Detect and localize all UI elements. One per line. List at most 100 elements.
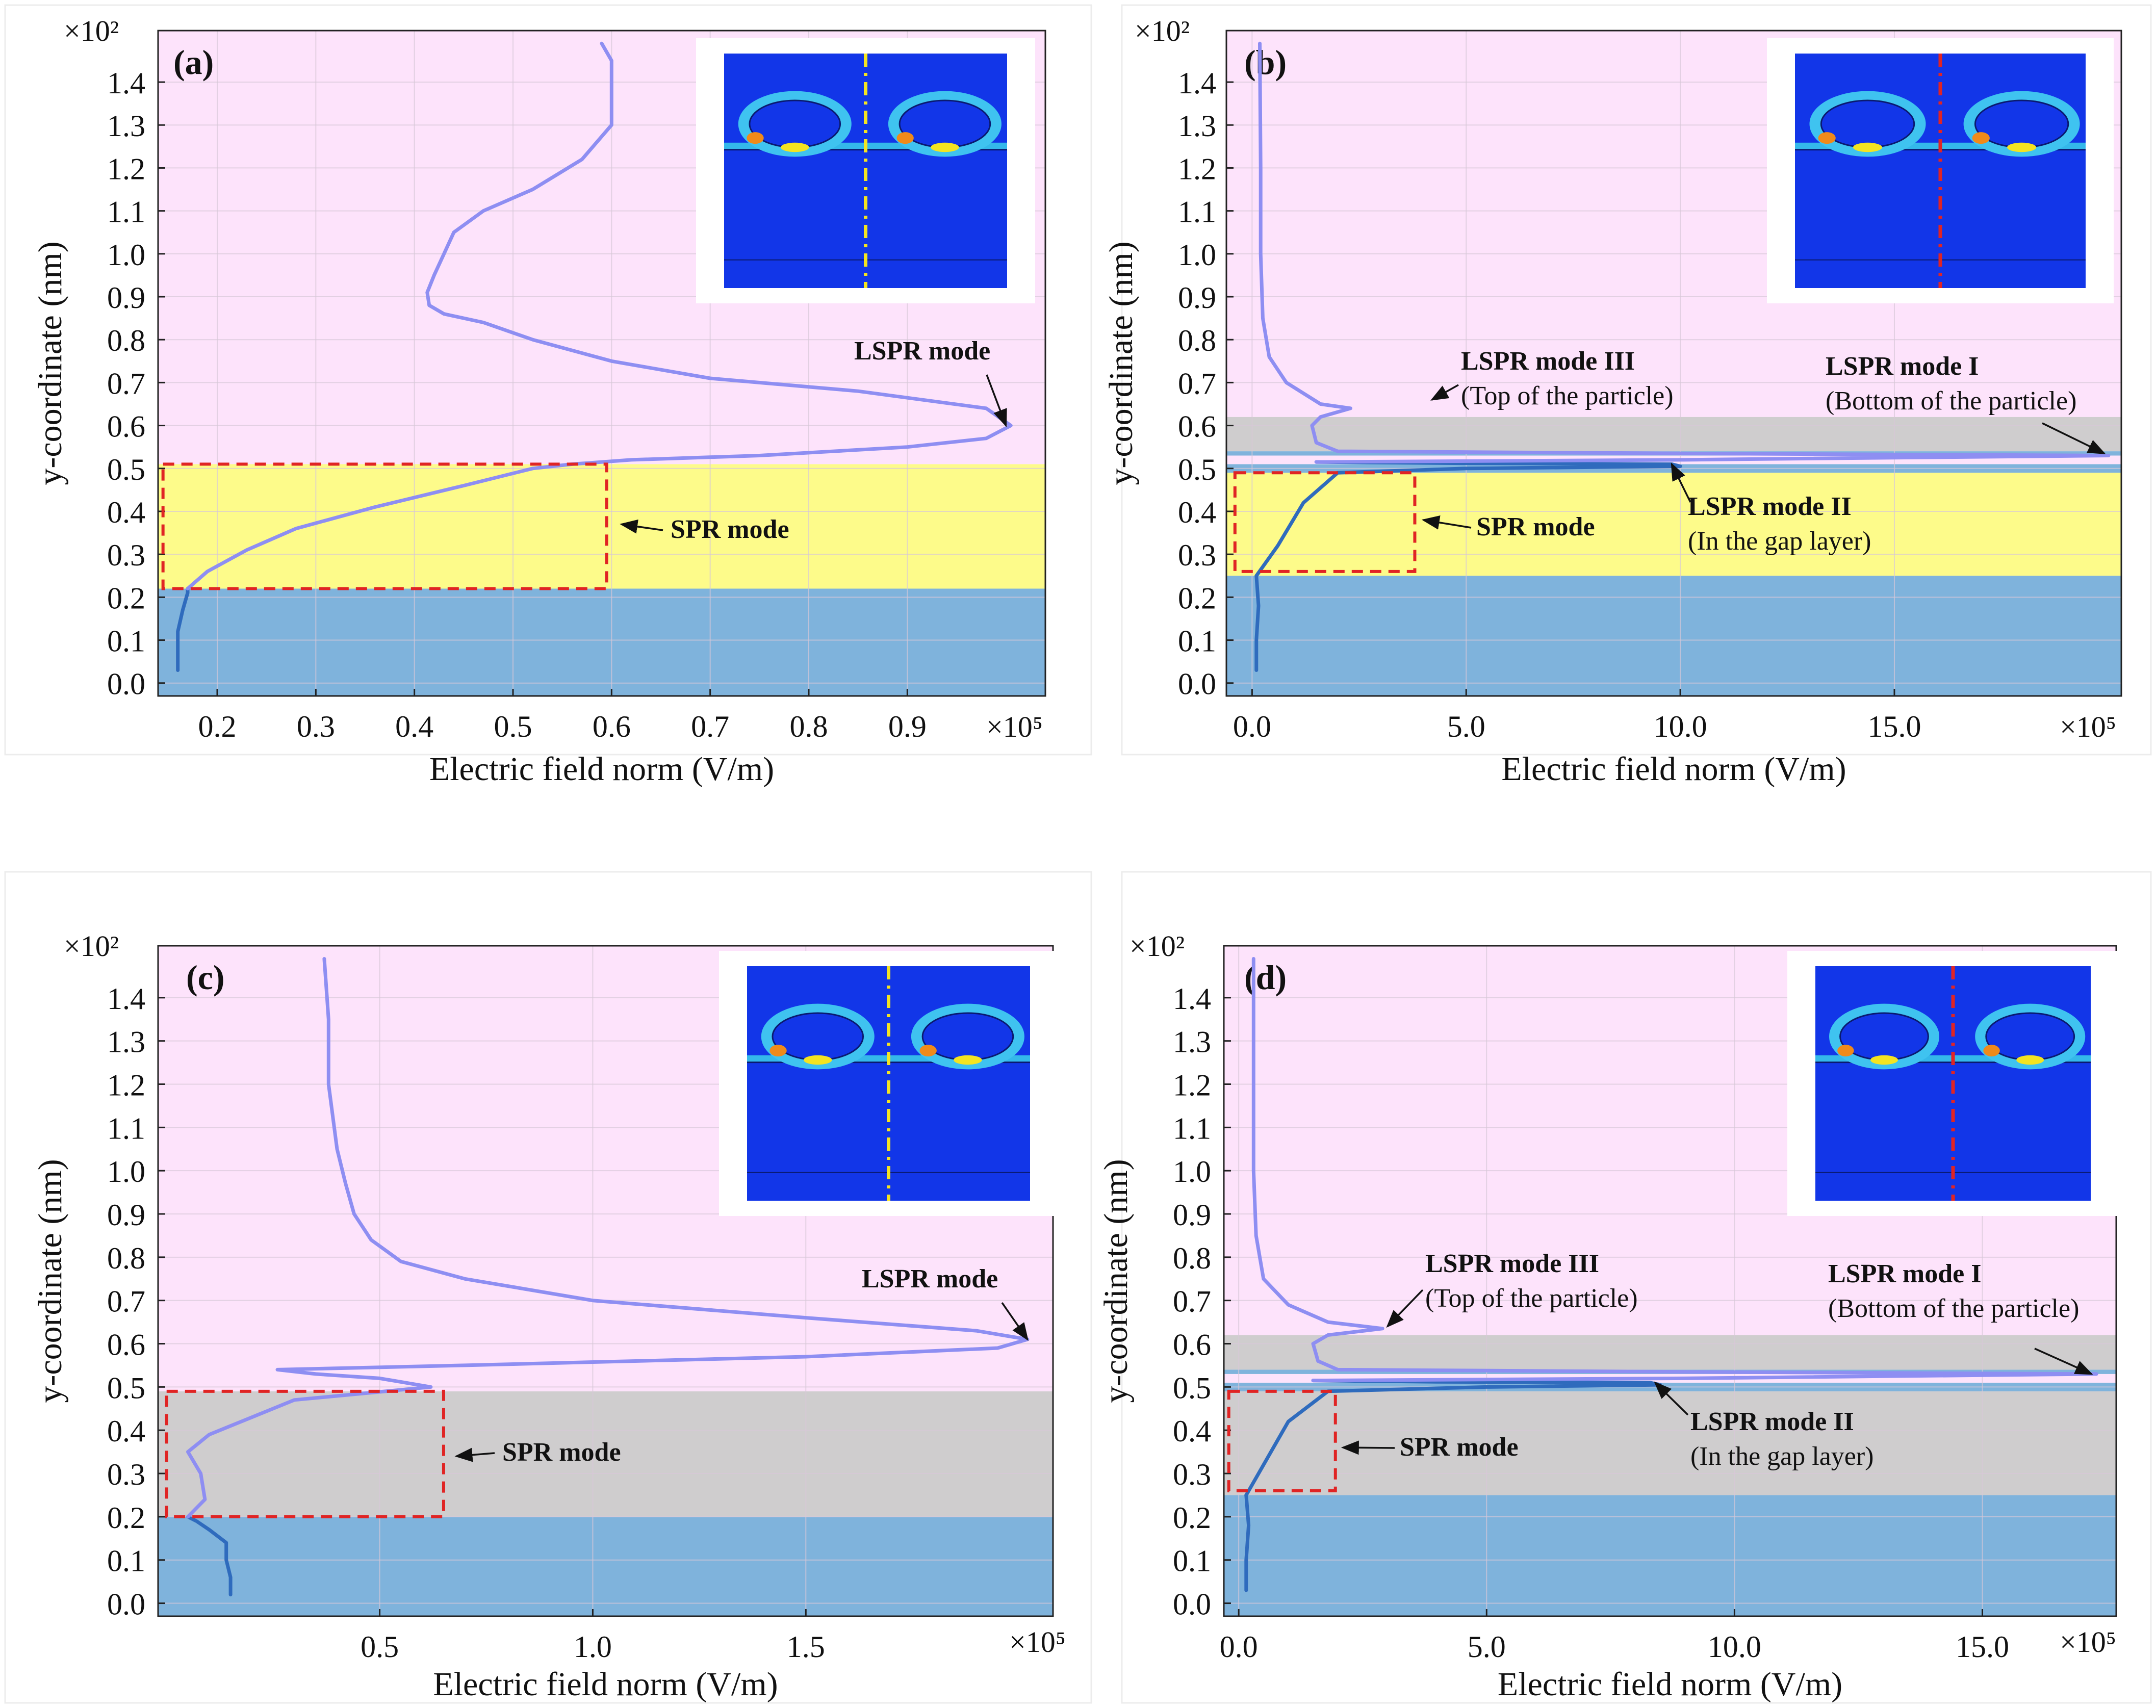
plot-frame bbox=[1223, 945, 2117, 1617]
series-line-field bbox=[1251, 957, 2098, 1383]
x-axis-title: Electric field norm (V/m) bbox=[429, 751, 774, 788]
inset-hotspot bbox=[2016, 1055, 2044, 1065]
inset-particle bbox=[1985, 1012, 2075, 1061]
x-tick-label: 0.3 bbox=[297, 710, 335, 743]
x-tick-label: 1.0 bbox=[574, 1630, 612, 1664]
y-tick-label: 0.2 bbox=[1173, 1501, 1211, 1535]
y-tick-label: 0.5 bbox=[107, 453, 145, 486]
y-tick-label: 0.5 bbox=[1173, 1371, 1211, 1405]
inset-hotspot bbox=[1983, 1045, 2000, 1057]
y-multiplier: ×10² bbox=[1135, 14, 1190, 47]
y-axis-title: y-coordinate (nm) bbox=[1097, 1159, 1135, 1403]
panel-a: 0.0 0.1 0.2 0.3 0.4 0.5 0.6 0.7 0.8 0.9 1.0 1.1 1.2 1… bbox=[4, 4, 1092, 788]
x-multiplier: ×10⁵ bbox=[986, 710, 1043, 743]
y-tick-label: 0.7 bbox=[107, 367, 145, 400]
y-tick-label: 1.4 bbox=[1178, 66, 1216, 100]
y-tick-label: 0.4 bbox=[1173, 1414, 1211, 1448]
x-tick-label: 0.4 bbox=[395, 710, 433, 743]
inset-hotspot bbox=[2007, 142, 2037, 152]
y-tick-label: 1.1 bbox=[1178, 195, 1216, 229]
y-tick-label: 1.4 bbox=[1173, 982, 1211, 1016]
x-tick-label: 0.7 bbox=[691, 710, 729, 743]
y-tick-label: 0.9 bbox=[1173, 1198, 1211, 1232]
x-tick-label: 0.8 bbox=[790, 710, 828, 743]
layer-gray bbox=[1226, 417, 2121, 452]
x-tick-label: 0.5 bbox=[361, 1630, 399, 1664]
annotation-text: (Bottom of the particle) bbox=[1828, 1294, 2079, 1323]
inset-hotspot bbox=[804, 1055, 832, 1065]
y-tick-label: 1.1 bbox=[107, 195, 145, 229]
layer-blue bbox=[1224, 1495, 2116, 1616]
x-multiplier: ×10⁵ bbox=[1009, 1625, 1066, 1659]
y-tick-label: 0.2 bbox=[107, 581, 145, 615]
y-tick-label: 0.5 bbox=[107, 1371, 145, 1405]
series-line-field bbox=[1258, 41, 2111, 464]
spr-mode-box bbox=[161, 462, 608, 590]
panel-c: 0.0 0.1 0.2 0.3 0.4 0.5 0.6 0.7 0.8 0.9 1.0 1.1 1.2 1… bbox=[4, 871, 1092, 1704]
y-tick-label: 0.4 bbox=[1178, 496, 1216, 529]
x-tick-label: 15.0 bbox=[1867, 710, 1921, 743]
annotation-text: LSPR mode bbox=[862, 1264, 998, 1293]
y-tick-label: 0.6 bbox=[107, 1328, 145, 1362]
y-tick-label: 0.4 bbox=[107, 496, 145, 529]
y-tick-label: 1.3 bbox=[107, 109, 145, 143]
x-tick-label: 0.2 bbox=[198, 710, 237, 743]
inset-hotspot bbox=[931, 142, 959, 152]
inset-hotspot bbox=[1818, 132, 1836, 144]
inset-particle bbox=[1820, 99, 1915, 148]
annotation-arrow bbox=[1001, 1302, 1029, 1341]
plot-frame bbox=[157, 945, 1054, 1617]
series-line-substrate bbox=[1254, 574, 1261, 672]
y-tick-label: 0.0 bbox=[1173, 1588, 1211, 1621]
y-tick-label: 1.0 bbox=[1178, 238, 1216, 272]
y-tick-label: 0.6 bbox=[1173, 1328, 1211, 1362]
annotation-text: LSPR mode I bbox=[1826, 352, 1979, 381]
panel-label: (c) bbox=[186, 958, 224, 997]
annotation-text: LSPR mode bbox=[854, 337, 990, 366]
annotation-arrow bbox=[1386, 1289, 1424, 1328]
field-inset bbox=[719, 951, 1058, 1216]
y-tick-label: 0.6 bbox=[107, 410, 145, 444]
y-tick-label: 0.2 bbox=[107, 1501, 145, 1535]
x-tick-label: 0.0 bbox=[1220, 1630, 1258, 1664]
field-inset bbox=[1767, 38, 2114, 303]
inset-particle bbox=[772, 1012, 864, 1061]
y-tick-label: 0.1 bbox=[107, 625, 145, 658]
inset-hotspot bbox=[1870, 1055, 1898, 1065]
spr-mode-box bbox=[1227, 1389, 1337, 1492]
y-tick-label: 0.3 bbox=[107, 1458, 145, 1491]
field-inset bbox=[1787, 951, 2119, 1216]
annotation-text: (Top of the particle) bbox=[1461, 381, 1674, 410]
series-line-field bbox=[186, 957, 1030, 1519]
y-tick-label: 1.1 bbox=[1173, 1111, 1211, 1145]
y-tick-label: 1.2 bbox=[1178, 152, 1216, 186]
y-axis-title: y-coordinate (nm) bbox=[32, 241, 69, 485]
inset-particle bbox=[921, 1012, 1014, 1061]
inset-hotspot bbox=[1853, 142, 1882, 152]
x-tick-label: 0.0 bbox=[1233, 710, 1271, 743]
panel-b: 0.0 0.1 0.2 0.3 0.4 0.5 0.6 0.7 0.8 0.9 1.0 1.1 1.2 1… bbox=[1102, 4, 2152, 788]
annotation-text: LSPR mode III bbox=[1425, 1249, 1599, 1278]
plot-frame bbox=[157, 30, 1046, 697]
y-tick-label: 1.2 bbox=[1173, 1068, 1211, 1102]
spr-mode-box bbox=[165, 1389, 445, 1518]
y-tick-label: 0.1 bbox=[107, 1544, 145, 1578]
x-tick-label: 15.0 bbox=[1956, 1630, 2009, 1664]
annotation-text: LSPR mode II bbox=[1688, 492, 1852, 521]
panel-d: 0.0 0.1 0.2 0.3 0.4 0.5 0.6 0.7 0.8 0.9 1.0 1.1 1.2 1… bbox=[1097, 871, 2152, 1704]
y-tick-label: 0.9 bbox=[107, 281, 145, 315]
y-tick-label: 1.2 bbox=[107, 1068, 145, 1102]
spr-mode-box bbox=[1233, 471, 1417, 573]
panel-label: (a) bbox=[173, 43, 214, 82]
annotation-arrow bbox=[1430, 384, 1459, 401]
annotation-text: SPR mode bbox=[502, 1438, 621, 1467]
y-tick-label: 0.7 bbox=[1178, 367, 1216, 400]
inset-hotspot bbox=[769, 1045, 787, 1057]
annotation-text: LSPR mode III bbox=[1461, 347, 1635, 376]
annotation-arrow bbox=[620, 519, 663, 534]
inset-hotspot bbox=[781, 142, 809, 152]
annotation-text: (Bottom of the particle) bbox=[1826, 386, 2076, 416]
x-axis-title: Electric field norm (V/m) bbox=[1501, 751, 1846, 788]
x-axis-title: Electric field norm (V/m) bbox=[433, 1666, 778, 1703]
annotation-arrow bbox=[2034, 1348, 2093, 1375]
